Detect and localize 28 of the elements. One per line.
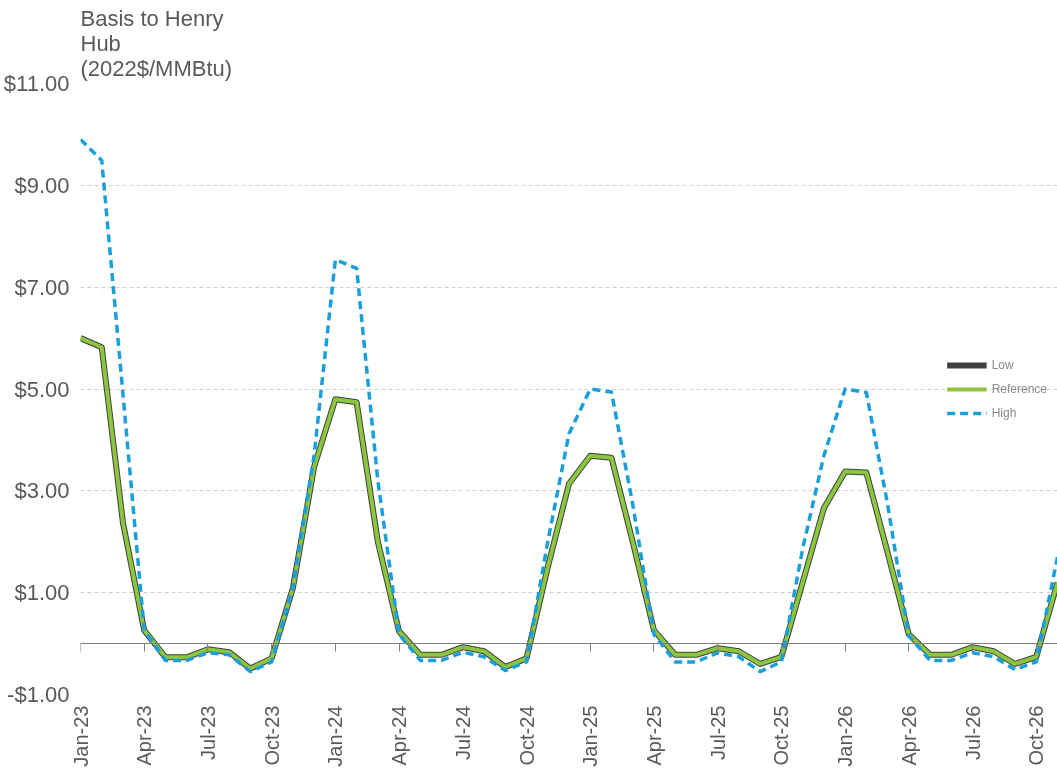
legend-label: Reference xyxy=(991,381,1047,396)
legend-label: High xyxy=(991,405,1017,420)
y-tick-label: $3.00 xyxy=(14,478,70,504)
x-tick-label: Apr-23 xyxy=(133,705,156,766)
y-tick-label: $9.00 xyxy=(14,172,70,198)
x-tick-label: Apr-26 xyxy=(897,705,920,766)
x-tick-label: Apr-25 xyxy=(642,705,665,766)
x-tick-label: Jan-23 xyxy=(69,705,92,767)
x-tick-label: Oct-26 xyxy=(1025,705,1048,766)
y-tick-label: $1.00 xyxy=(14,580,70,606)
x-tick-label: Jul-25 xyxy=(706,705,729,760)
x-tick-label: Jan-24 xyxy=(324,705,347,767)
y-tick-label: $7.00 xyxy=(14,274,70,300)
y-tick-label: $5.00 xyxy=(14,376,70,402)
x-tick-label: Oct-25 xyxy=(770,705,793,766)
x-tick-label: Oct-23 xyxy=(260,705,283,766)
x-tick-label: Jul-23 xyxy=(196,705,219,760)
x-tick-label: Jan-26 xyxy=(834,705,857,767)
x-tick-label: Jul-26 xyxy=(961,705,984,760)
legend-label: Low xyxy=(991,357,1014,372)
x-tick-label: Jan-25 xyxy=(579,705,602,767)
y-tick-label: -$1.00 xyxy=(7,682,70,707)
y-tick-label: $11.00 xyxy=(3,71,70,96)
y-axis-title: Basis to Henry Hub (2022$/MMBtu) xyxy=(80,5,233,81)
x-tick-label: Apr-24 xyxy=(388,705,411,766)
line-series xyxy=(80,137,1057,674)
x-tick-label: Jul-24 xyxy=(451,705,474,760)
x-tick-label: Oct-24 xyxy=(515,705,538,766)
